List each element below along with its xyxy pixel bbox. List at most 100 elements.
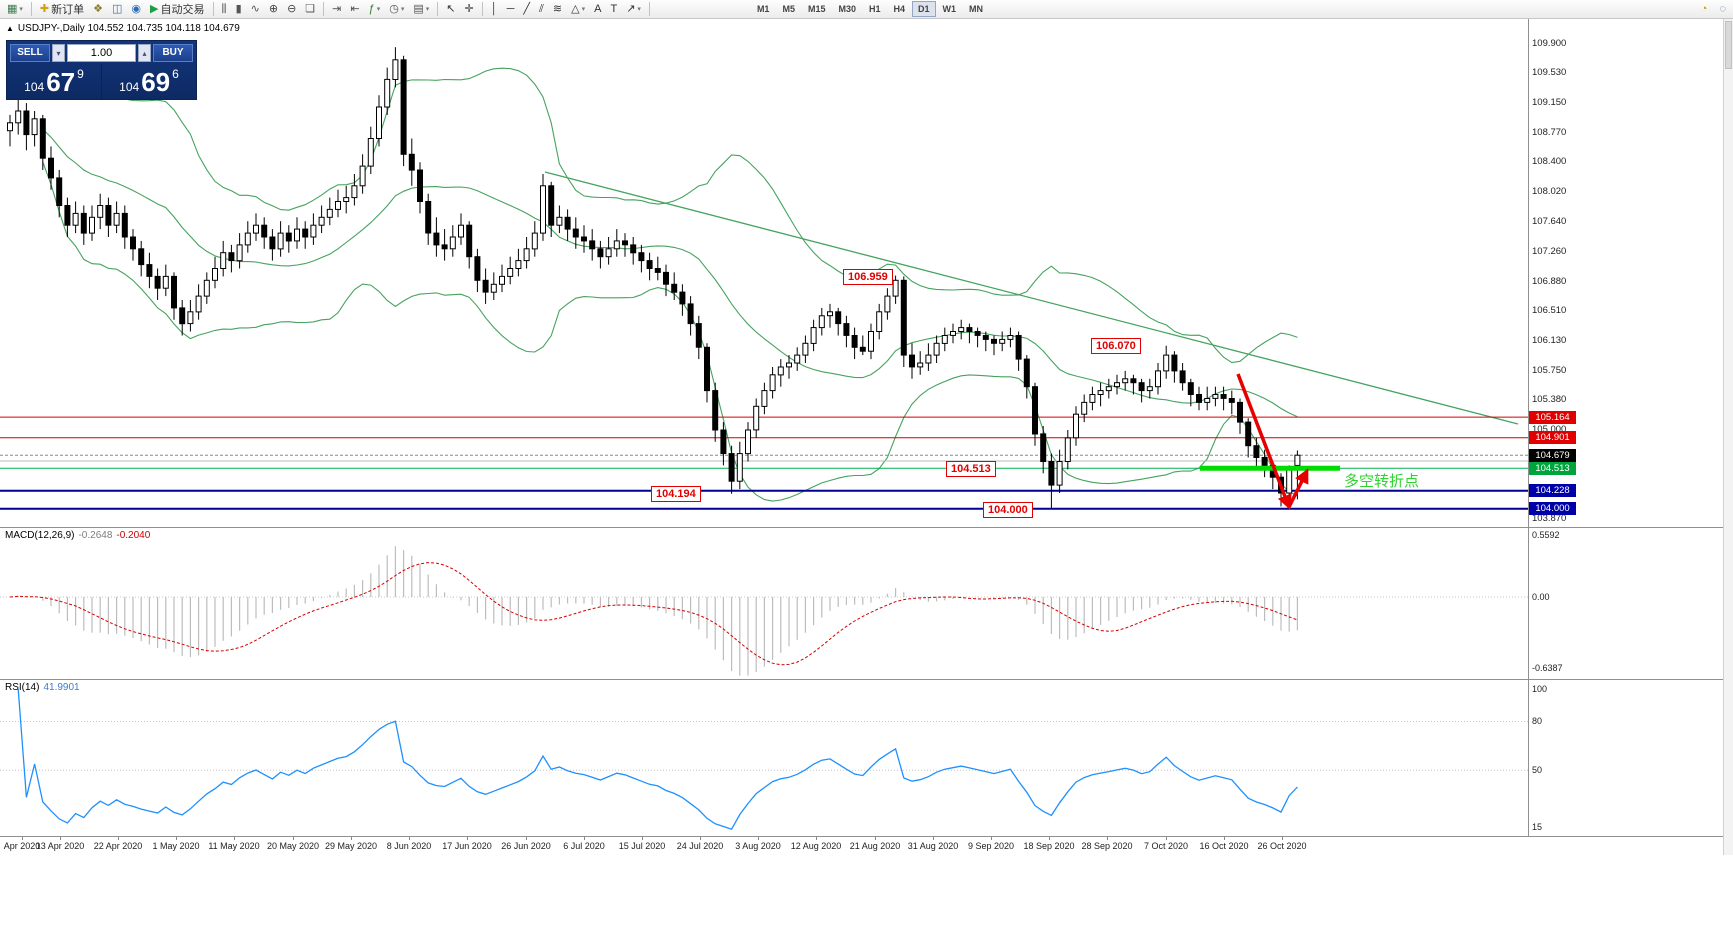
date-tick-11-may-2020: 11 May 2020 [208, 841, 260, 851]
auto-scroll-icon: ⇥ [332, 2, 342, 15]
bollinger-lower-band[interactable] [42, 161, 1298, 502]
indicators-dropdown-caret[interactable]: ▾ [376, 6, 381, 13]
time-axis[interactable]: Apr 2020 13 Apr 2020 22 Apr 2020 1 May 2020… [0, 837, 1733, 855]
bollinger-middle-band[interactable] [42, 128, 1298, 418]
search-button[interactable]: ◌ [1715, 1, 1730, 18]
price-badge-104.228: 104.228 [1529, 484, 1576, 498]
date-tickmark [1166, 837, 1167, 840]
timeframe-m15-button[interactable]: M15 [807, 4, 826, 14]
red-reversal-arrow-1[interactable] [1236, 373, 1292, 510]
equidistant-channel-button[interactable]: ⫽ [535, 1, 548, 18]
sell-price-display[interactable]: 104 67 9 [7, 64, 101, 99]
timeframe-w1-button[interactable]: W1 [942, 4, 957, 14]
templates-button[interactable]: ▤ ▾ [409, 1, 433, 18]
shapes-button[interactable]: △ ▾ [567, 1, 589, 18]
indicators-button[interactable]: ƒ ▾ [365, 1, 385, 18]
zoom-in-button[interactable]: ⊕ [265, 1, 282, 18]
market-watch-button[interactable]: ◫ [108, 1, 126, 18]
candlesticks[interactable] [7, 47, 1301, 509]
navigator-button[interactable]: ◉ [127, 1, 145, 18]
price-tick-106.880: 106.880 [1532, 275, 1567, 287]
arrows-dropdown-caret[interactable]: ▾ [637, 6, 641, 13]
price-annotation-106.959[interactable]: 106.959 [843, 269, 893, 285]
new-chart-dropdown-caret[interactable]: ▾ [19, 6, 23, 13]
auto-scroll-button[interactable]: ⇥ [328, 1, 345, 18]
macd-scale-0.5592: 0.5592 [1532, 529, 1560, 540]
arrows-button[interactable]: ↗ ▾ [622, 1, 645, 18]
metaeditor-button[interactable]: ❖ [89, 1, 107, 18]
macd-name: MACD(12,26,9) [5, 530, 75, 541]
symbol-ohlc-line: ▲ USDJPY-,Daily 104.552 104.735 104.118 … [6, 23, 240, 34]
periods-dropdown-caret[interactable]: ▾ [400, 6, 405, 13]
autotrading-button[interactable]: ▶ 自动交易 [146, 1, 208, 18]
toolbar-separator [212, 2, 214, 16]
equidistant-channel-icon: ⫽ [539, 2, 544, 15]
timeframe-mn-button[interactable]: MN [969, 4, 984, 14]
price-annotation-104.194[interactable]: 104.194 [651, 486, 701, 502]
chart-shift-button[interactable]: ⇤ [346, 1, 363, 18]
timeframe-h4-button[interactable]: H4 [893, 4, 906, 14]
descending-trendline[interactable] [544, 171, 1519, 425]
sell-price-big-digits: 67 [46, 66, 76, 97]
indicators-icon: ƒ [368, 2, 375, 15]
community-button[interactable]: ◔ [1697, 1, 1712, 18]
bollinger-upper-band[interactable] [42, 67, 1298, 364]
timeframe-d1-button[interactable]: D1 [912, 1, 936, 17]
zoom-out-button[interactable]: ⊖ [283, 1, 300, 18]
date-tickmark [409, 837, 410, 840]
price-annotation-104.000[interactable]: 104.000 [983, 502, 1033, 518]
price-tick-109.900: 109.900 [1532, 38, 1567, 49]
toolbar-spacer [654, 9, 750, 10]
price-tick-103.870: 103.870 [1532, 512, 1567, 524]
trendline-button[interactable]: ╱ [519, 1, 534, 18]
new-chart-button[interactable]: ▦ ▾ [3, 1, 27, 18]
sell-price-prefix: 104 [24, 80, 45, 94]
templates-dropdown-caret[interactable]: ▾ [425, 6, 430, 13]
sell-button[interactable]: SELL [10, 43, 50, 62]
price-tick-105.380: 105.380 [1532, 394, 1567, 406]
shapes-dropdown-caret[interactable]: ▾ [581, 6, 586, 13]
volume-decrease-button[interactable]: ▾ [52, 43, 65, 62]
tile-windows-button[interactable]: ❏ [301, 1, 319, 18]
date-tickmark [22, 837, 23, 840]
price-annotation-104.513[interactable]: 104.513 [946, 461, 996, 477]
cursor-button[interactable]: ↖ [442, 1, 459, 18]
text-label-button[interactable]: T [606, 1, 621, 18]
scrollbar-thumb[interactable] [1725, 21, 1732, 69]
new-order-button[interactable]: ✚ 新订单 [36, 1, 88, 18]
volume-increase-button[interactable]: ▴ [138, 43, 151, 62]
vertical-scrollbar[interactable] [1723, 19, 1733, 855]
chart-line-button[interactable]: ∿ [247, 1, 264, 18]
red-reversal-arrow-2[interactable] [1287, 468, 1309, 508]
collapse-arrow-icon[interactable]: ▲ [6, 24, 14, 33]
date-tickmark [816, 837, 817, 840]
toolbar-right-group: ◔ ◌ [1697, 1, 1730, 18]
buy-price-display[interactable]: 104 69 6 [102, 64, 196, 99]
rsi-scale-50: 50 [1532, 765, 1543, 776]
fibonacci-button[interactable]: ≋ [549, 1, 566, 18]
timeframe-m1-button[interactable]: M1 [756, 4, 770, 14]
timeframe-m30-button[interactable]: M30 [838, 4, 856, 14]
turning-point-label[interactable]: 多空转折点 [1344, 473, 1420, 490]
price-annotation-106.070[interactable]: 106.070 [1091, 338, 1141, 354]
chart-candles-button[interactable]: ▮ [232, 1, 246, 18]
symbol-ohlc-text: USDJPY-,Daily 104.552 104.735 104.118 10… [17, 23, 240, 34]
chart-bars-button[interactable]: ⫼ [218, 1, 231, 18]
volume-input[interactable] [67, 43, 136, 62]
crosshair-button[interactable]: ✛ [461, 1, 478, 18]
timeframe-m5-button[interactable]: M5 [782, 4, 795, 14]
buy-button[interactable]: BUY [153, 43, 193, 62]
text-button[interactable]: A [590, 1, 605, 18]
price-axis[interactable]: 109.900 109.530 109.150 108.770 108.400 108.0… [1529, 0, 1599, 860]
timeframe-h1-button[interactable]: H1 [869, 4, 881, 14]
date-tick-12-aug-2020: 12 Aug 2020 [790, 841, 842, 851]
vertical-line-button[interactable]: │ [487, 1, 502, 18]
date-tick-16-oct-2020: 16 Oct 2020 [1199, 841, 1249, 851]
toolbar-separator [437, 2, 439, 16]
macd-scale-0.00: 0.00 [1532, 592, 1550, 602]
market-watch-icon: ◫ [112, 2, 123, 15]
horizontal-line-button[interactable]: ─ [503, 1, 519, 18]
periods-button[interactable]: ◷ ▾ [385, 1, 408, 18]
